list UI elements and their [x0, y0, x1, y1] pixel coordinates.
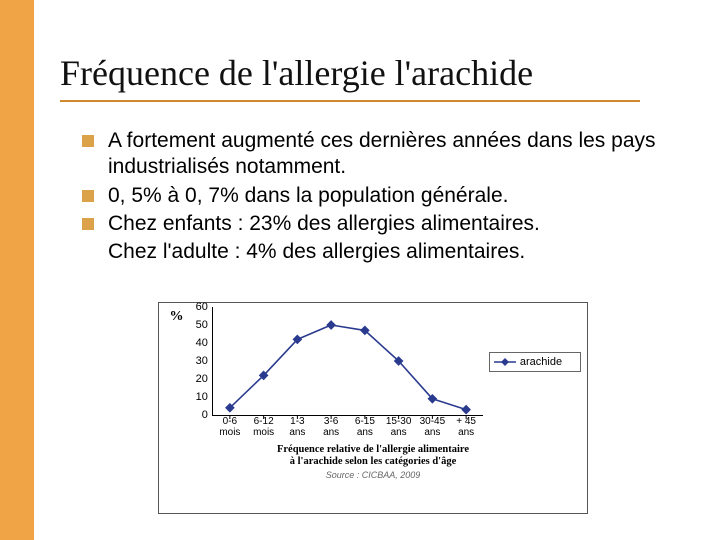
side-band: [0, 0, 34, 540]
bullet-icon: [82, 190, 94, 202]
slide: Fréquence de l'allergie l'arachide A for…: [0, 0, 720, 540]
bullet-icon: [82, 135, 94, 147]
title-underline: [60, 100, 640, 102]
chart-y-ticks: 0102030405060: [188, 307, 212, 415]
y-tick-label: 40: [196, 337, 208, 349]
chart-source: Source : CICBAA, 2009: [165, 470, 581, 480]
bullet-item: Chez enfants : 23% des allergies aliment…: [82, 211, 696, 237]
y-tick-label: 60: [196, 301, 208, 313]
y-tick-label: 30: [196, 355, 208, 367]
bullet-text: Chez l'adulte : 4% des allergies aliment…: [108, 239, 696, 265]
y-tick-label: 0: [202, 409, 208, 421]
chart-plot: [212, 307, 483, 416]
y-tick-label: 20: [196, 373, 208, 385]
y-tick-label: 50: [196, 319, 208, 331]
legend-label: arachide: [520, 356, 562, 368]
chart-y-label: %: [165, 307, 188, 416]
y-tick-label: 10: [196, 391, 208, 403]
bullet-icon: [82, 218, 94, 230]
bullet-text: A fortement augmenté ces dernières année…: [108, 128, 696, 181]
chart-legend: arachide: [489, 352, 581, 372]
bullet-item: Chez l'adulte : 4% des allergies aliment…: [82, 239, 696, 265]
bullet-text: 0, 5% à 0, 7% dans la population général…: [108, 183, 696, 209]
bullet-text: Chez enfants : 23% des allergies aliment…: [108, 211, 696, 237]
legend-marker: [494, 357, 516, 367]
slide-title: Fréquence de l'allergie l'arachide: [60, 52, 533, 94]
bullet-list: A fortement augmenté ces dernières année…: [82, 128, 696, 267]
chart-container: % 0102030405060 arachide 0-6 mois6-12 mo…: [158, 302, 588, 514]
chart-caption: Fréquence relative de l'allergie aliment…: [165, 444, 581, 468]
bullet-item: A fortement augmenté ces dernières année…: [82, 128, 696, 181]
bullet-item: 0, 5% à 0, 7% dans la population général…: [82, 183, 696, 209]
